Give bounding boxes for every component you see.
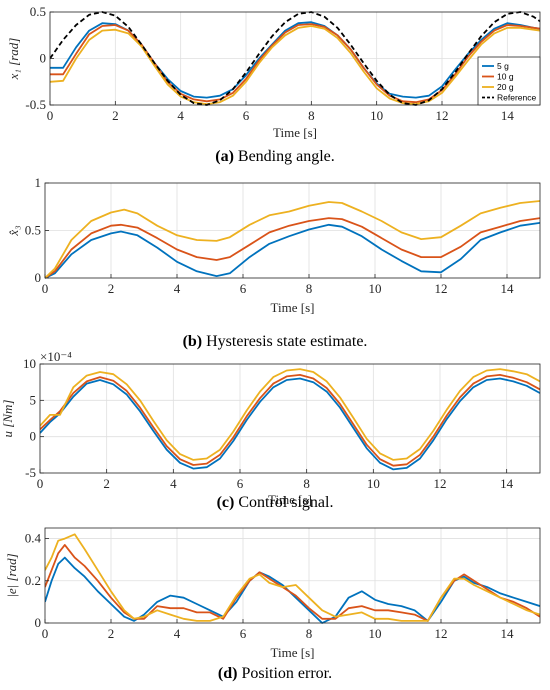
x-tick-label: 6: [240, 626, 247, 641]
x-tick-label: 0: [47, 108, 54, 123]
series-line-20-g: [50, 25, 540, 105]
x-tick-label: 14: [501, 626, 515, 641]
axes-box: [44, 527, 541, 624]
x-tick-label: 10: [369, 626, 382, 641]
x-tick-label: 4: [170, 476, 177, 491]
series-group: [50, 11, 540, 106]
x-tick-label: 4: [177, 108, 184, 123]
x-tick-label: 2: [108, 626, 115, 641]
x-tick-label: 12: [434, 476, 447, 491]
x-tick-label: 2: [108, 281, 115, 296]
caption-text: Hysteresis state estimate.: [202, 333, 368, 350]
chart-position-error: 0 2 4 6 8 10 12 14 0 0.2 0.4 Time [s] |e| [rad]: [4, 527, 541, 660]
y-tick-label: 0.2: [25, 573, 41, 588]
x-tick-label: 4: [174, 281, 181, 296]
x-tick-label: 6: [243, 108, 250, 123]
x-tick-label: 2: [112, 108, 119, 123]
caption-letter: (a): [215, 148, 234, 165]
x-tick-label: 0: [37, 476, 44, 491]
x-tick-label: 10: [369, 281, 382, 296]
series-line-10-g: [40, 374, 540, 467]
y-exponent-label: ×10⁻⁴: [40, 350, 72, 364]
series-group: [45, 200, 540, 279]
series-line-20-g: [45, 200, 540, 279]
x-tick-label: 12: [436, 108, 449, 123]
plot-area: [45, 528, 540, 623]
x-tick-label: 14: [501, 108, 515, 123]
y-tick-label: 0.5: [25, 223, 41, 238]
series-line-10-g: [45, 544, 540, 622]
x-tick-label: 14: [500, 476, 514, 491]
chart-hysteresis-state: 0 2 4 6 8 10 12 14 0 0.5 1 Time [s] x̂₃: [6, 175, 541, 315]
x-tick-label: 0: [42, 281, 49, 296]
legend-label: 20 g: [497, 82, 514, 92]
x-tick-label: 4: [174, 626, 181, 641]
x-tick-label: 2: [103, 476, 110, 491]
x-tick-label: 8: [306, 281, 313, 296]
series-line-20-g: [45, 533, 540, 622]
series-line-10-g: [50, 23, 540, 104]
caption-letter: (c): [216, 494, 235, 511]
y-tick-label: 0.4: [25, 531, 42, 546]
y-tick-label: 10: [23, 356, 36, 371]
x-tick-label: 12: [435, 626, 448, 641]
x-axis-label: Time [s]: [271, 300, 315, 315]
x-tick-label: 8: [306, 626, 313, 641]
x-axis-label: Time [s]: [273, 125, 317, 140]
y-tick-label: -5: [25, 465, 36, 480]
caption-text: Bending angle.: [233, 148, 335, 165]
x-tick-label: 12: [435, 281, 448, 296]
x-tick-label: 8: [308, 108, 315, 123]
y-tick-label: -0.5: [25, 97, 46, 112]
y-tick-label: 0: [40, 51, 47, 66]
y-tick-label: 0: [30, 429, 37, 444]
y-axis-label: |e| [rad]: [4, 553, 19, 597]
caption-text: Position error.: [237, 665, 333, 682]
y-tick-label: 0: [35, 270, 42, 285]
x-tick-label: 10: [370, 108, 383, 123]
series-line-5-g: [45, 222, 540, 279]
caption-c: (c) Control signal.: [0, 494, 550, 512]
caption-a: (a) Bending angle.: [0, 148, 550, 166]
series-line-20-g: [40, 368, 540, 461]
x-tick-label: 8: [303, 476, 310, 491]
x-axis-label: Time [s]: [268, 492, 312, 507]
caption-letter: (d): [217, 665, 238, 682]
x-tick-label: 0: [42, 626, 49, 641]
axes-box: [39, 363, 541, 474]
x-tick-label: 6: [237, 476, 244, 491]
x-tick-label: 14: [501, 281, 515, 296]
x-tick-label: 6: [240, 281, 247, 296]
x-axis-label: Time [s]: [271, 645, 315, 660]
caption-d: (d) Position error.: [0, 665, 550, 683]
caption-letter: (b): [182, 333, 203, 350]
legend-label: Reference: [497, 93, 536, 103]
series-line-5-g: [40, 377, 540, 471]
y-axis-label: u [Nm]: [0, 400, 15, 438]
series-group: [40, 368, 540, 471]
caption-text: Control signal.: [234, 494, 334, 511]
y-tick-label: 0.5: [30, 4, 46, 19]
series-line-10-g: [45, 217, 540, 279]
y-tick-label: 5: [30, 392, 37, 407]
y-tick-label: 1: [35, 175, 42, 190]
y-tick-label: 0: [35, 615, 42, 630]
legend-label: 5 g: [497, 61, 509, 71]
y-axis-label: x̂₃: [6, 225, 21, 236]
legend-label: 10 g: [497, 72, 514, 82]
series-group: [45, 533, 540, 624]
x-tick-label: 10: [367, 476, 380, 491]
y-axis-label: x₁ [rad]: [6, 38, 21, 81]
caption-b: (b) Hysteresis state estimate.: [0, 333, 550, 351]
